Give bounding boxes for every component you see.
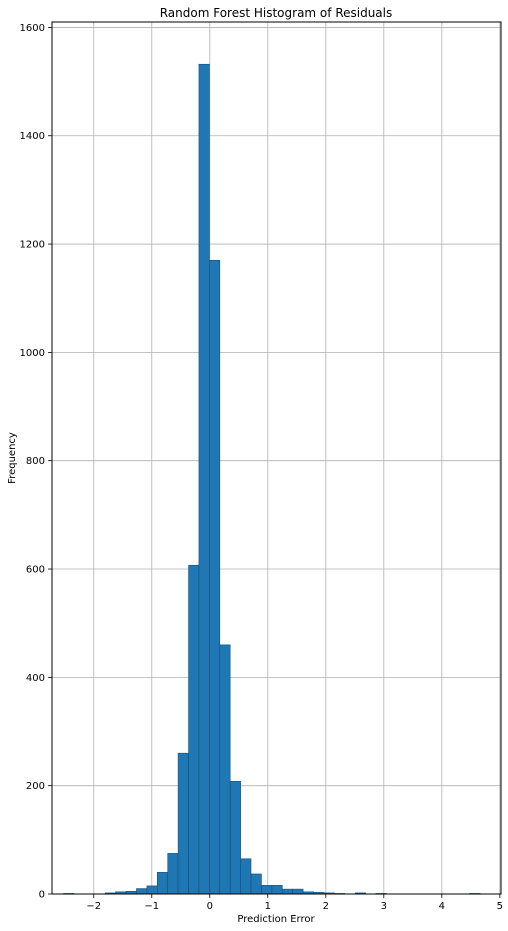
histogram-bars: [63, 63, 481, 895]
x-tick-label: 3: [381, 901, 387, 912]
histogram-bar: [209, 260, 221, 895]
y-tick-label: 0: [39, 890, 45, 901]
y-tick-label: 1000: [20, 348, 45, 359]
histogram-bar: [281, 888, 293, 895]
x-tick-label: 5: [497, 901, 503, 912]
x-tick-label: −2: [86, 901, 101, 912]
y-tick-label: 400: [26, 673, 45, 684]
x-axis-label: Prediction Error: [237, 914, 315, 925]
histogram-bar: [146, 885, 158, 895]
histogram-bar: [250, 873, 262, 895]
y-axis-label: Frequency: [7, 432, 18, 484]
x-tick-label: 2: [323, 901, 329, 912]
chart-title: Random Forest Histogram of Residuals: [160, 6, 393, 20]
histogram-bar: [219, 644, 231, 895]
x-axis-ticks: −2 −1 0 1 2 3 4 5: [86, 894, 503, 912]
histogram-bar: [240, 858, 252, 895]
y-tick-label: 800: [26, 456, 45, 467]
y-tick-label: 200: [26, 781, 45, 792]
histogram-bar: [198, 63, 210, 895]
histogram-bar: [188, 564, 200, 895]
histogram-bar: [292, 888, 304, 895]
y-tick-label: 1200: [20, 240, 45, 251]
histogram-bar: [261, 885, 273, 895]
x-tick-label: −1: [144, 901, 159, 912]
x-tick-label: 0: [207, 901, 213, 912]
plot-area-background: [52, 22, 501, 894]
histogram-bar: [136, 888, 148, 895]
y-axis-ticks: 0 200 400 600 800 1000 1200 1400 1600: [20, 23, 52, 901]
histogram-bar: [229, 781, 241, 895]
y-tick-label: 1400: [20, 131, 45, 142]
histogram-bar: [156, 872, 169, 895]
histogram-bar: [167, 853, 179, 895]
y-tick-label: 600: [26, 565, 45, 576]
histogram-bar: [177, 752, 189, 895]
plot-frame: [51, 21, 502, 895]
y-tick-label: 1600: [20, 23, 45, 34]
x-tick-label: 4: [439, 901, 445, 912]
histogram-bar: [271, 885, 283, 895]
x-tick-label: 1: [265, 901, 271, 912]
